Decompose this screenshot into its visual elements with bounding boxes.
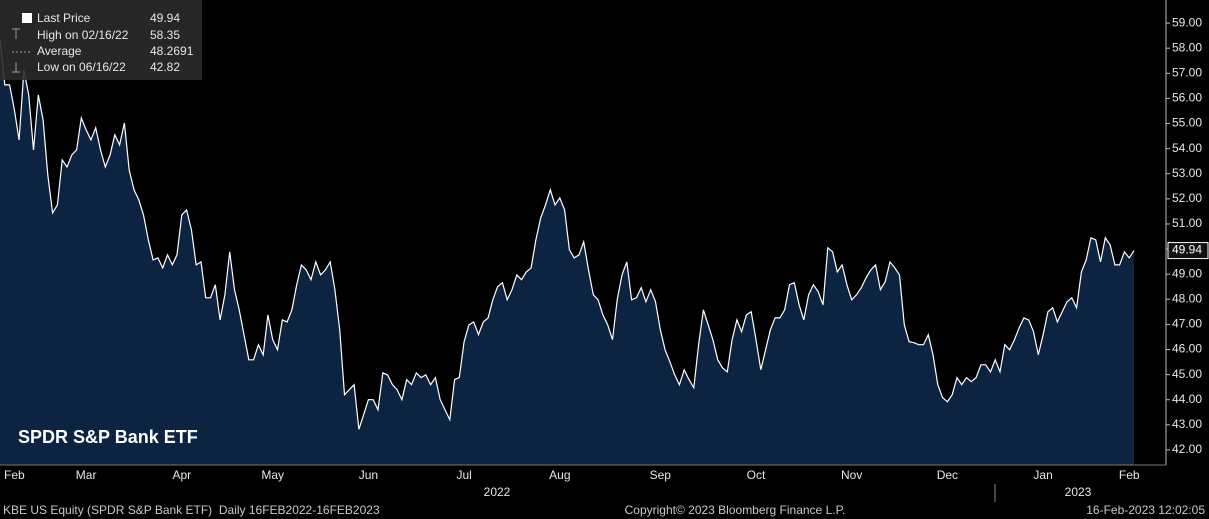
y-tick-label: 43.00	[1172, 417, 1202, 431]
y-tick-label: 49.00	[1172, 266, 1202, 280]
x-tick-label: May	[261, 468, 284, 482]
y-tick-label: 51.00	[1172, 216, 1202, 230]
x-tick-label: Feb	[1119, 468, 1140, 482]
y-tick-label: 54.00	[1172, 141, 1202, 155]
legend-value: 48.2691	[150, 44, 194, 58]
footer-center: Copyright© 2023 Bloomberg Finance L.P.	[625, 503, 846, 517]
legend-value: 49.94	[150, 11, 180, 25]
y-tick-label: 42.00	[1172, 442, 1202, 456]
y-tick-label: 53.00	[1172, 166, 1202, 180]
plot-area	[0, 39, 1135, 466]
x-tick-label: Jan	[1033, 468, 1052, 482]
y-tick-label: 45.00	[1172, 367, 1202, 381]
x-tick-label: Nov	[841, 468, 862, 482]
x-tick-label: Oct	[747, 468, 766, 482]
x-tick-label: Sep	[650, 468, 672, 482]
x-tick-label: Dec	[937, 468, 958, 482]
legend-label: Average	[37, 44, 82, 58]
footer-right: 16-Feb-2023 12:02:05	[1086, 503, 1205, 517]
y-tick-label: 48.00	[1172, 291, 1202, 305]
last-price-tag	[1167, 242, 1209, 260]
x-tick-label: Jun	[359, 468, 378, 482]
x-tick-label: Apr	[172, 468, 191, 482]
y-tick-label: 46.00	[1172, 342, 1202, 356]
y-tick-label: 56.00	[1172, 91, 1202, 105]
legend-label: High on 02/16/22	[37, 28, 129, 42]
legend-box	[0, 0, 202, 80]
legend-icon	[12, 28, 20, 39]
legend-icon	[12, 62, 20, 73]
chart-title: SPDR S&P Bank ETF	[18, 427, 198, 447]
area	[0, 39, 1134, 466]
legend-label: Low on 06/16/22	[37, 60, 126, 74]
x-tick-label: Jul	[456, 468, 471, 482]
y-tick-label: 58.00	[1172, 40, 1202, 54]
price-line	[0, 39, 1135, 430]
year-label: 2022	[484, 485, 511, 499]
x-tick-label: Mar	[76, 468, 97, 482]
last-price-label: 49.94	[1172, 243, 1202, 257]
legend-label: Last Price	[37, 11, 91, 25]
y-tick-label: 47.00	[1172, 317, 1202, 331]
legend-value: 42.82	[150, 60, 180, 74]
x-tick-label: Feb	[4, 468, 25, 482]
y-tick-label: 44.00	[1172, 392, 1202, 406]
footer-left: KBE US Equity (SPDR S&P Bank ETF) Daily …	[3, 503, 380, 517]
legend-swatch	[22, 13, 32, 23]
legend: Last Price 49.94 High on 02/16/22 58.35 …	[0, 0, 202, 80]
y-tick-label: 52.00	[1172, 191, 1202, 205]
x-tick-label: Aug	[549, 468, 570, 482]
y-tick-label: 59.00	[1172, 15, 1202, 29]
y-tick-label: 55.00	[1172, 116, 1202, 130]
legend-value: 58.35	[150, 28, 180, 42]
year-label: 2023	[1065, 485, 1092, 499]
y-tick-label: 57.00	[1172, 65, 1202, 79]
